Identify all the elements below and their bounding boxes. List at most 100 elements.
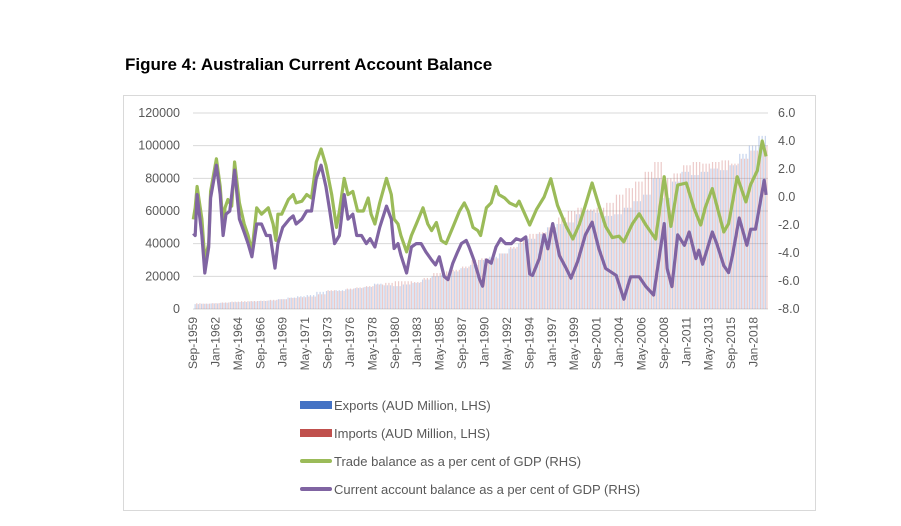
bar-imports	[647, 171, 650, 309]
bar-exports	[572, 222, 574, 309]
legend-label-imports: Imports (AUD Million, LHS)	[334, 425, 491, 441]
bar-exports	[242, 301, 244, 309]
bar-imports	[221, 302, 223, 309]
bar-imports	[308, 296, 310, 309]
bar-imports	[404, 281, 406, 309]
bar-imports	[349, 288, 352, 309]
bar-exports	[566, 222, 568, 309]
bar-imports	[718, 162, 720, 309]
left-axis-tick-label: 0	[173, 302, 180, 316]
bar-imports	[593, 209, 595, 309]
bar-exports	[393, 286, 395, 309]
bar-imports	[478, 260, 480, 309]
bar-imports	[519, 240, 521, 309]
bar-imports	[558, 217, 560, 309]
bar-imports	[266, 300, 268, 309]
bar-exports	[726, 170, 728, 309]
right-axis-tick-label: -2.0	[778, 218, 800, 232]
bar-exports	[546, 227, 549, 309]
bar-imports	[442, 271, 445, 309]
bar-imports	[372, 286, 374, 309]
bar-exports	[508, 248, 510, 309]
bar-imports	[644, 171, 646, 309]
left-axis-tick-label: 40000	[145, 237, 180, 251]
bar-imports	[391, 282, 393, 309]
bar-imports	[247, 301, 249, 309]
bar-imports	[545, 232, 547, 309]
bar-imports	[446, 271, 448, 309]
bar-imports	[625, 188, 627, 309]
bar-imports	[526, 240, 528, 309]
bar-exports	[316, 291, 318, 309]
x-axis-tick-label: Jan-1983	[410, 317, 424, 367]
bar-exports	[505, 253, 507, 309]
x-axis-tick-label: Jan-1976	[343, 317, 357, 367]
bar-exports	[732, 165, 734, 309]
bar-imports	[638, 181, 640, 309]
bar-exports	[678, 181, 680, 309]
bar-imports	[205, 303, 207, 309]
bar-exports	[697, 175, 699, 309]
bar-imports	[574, 211, 576, 309]
bar-imports	[410, 281, 412, 309]
bar-imports	[369, 286, 371, 309]
bar-exports	[268, 300, 270, 309]
bar-exports	[245, 301, 247, 309]
x-axis-tick-label: Sep-1959	[186, 317, 200, 369]
x-axis-tick-label: Sep-1980	[388, 317, 402, 369]
bar-exports	[386, 285, 388, 309]
bar-imports	[715, 162, 717, 309]
legend-label-trade-balance: Trade balance as a per cent of GDP (RHS)	[334, 453, 582, 469]
bar-imports	[231, 301, 233, 309]
bar-imports	[224, 302, 227, 309]
bar-imports	[702, 163, 704, 309]
bar-exports	[284, 299, 286, 309]
bar-exports	[751, 145, 754, 309]
bar-imports	[301, 297, 304, 309]
bar-imports	[423, 277, 425, 309]
bar-imports	[548, 227, 550, 309]
bar-imports	[340, 291, 342, 309]
bar-imports	[766, 145, 768, 309]
x-axis-tick-label: Jan-1990	[477, 317, 491, 367]
bar-imports	[452, 269, 454, 309]
bar-exports	[595, 212, 597, 309]
bar-exports	[489, 256, 491, 309]
right-axis-tick-label: 4.0	[778, 134, 795, 148]
bar-imports	[436, 273, 438, 309]
bar-exports	[454, 271, 456, 309]
bar-exports	[687, 171, 690, 309]
bar-imports	[724, 160, 726, 309]
left-axis-tick-label: 120000	[138, 106, 180, 120]
bar-exports	[498, 253, 501, 309]
bar-exports	[437, 276, 440, 309]
bar-imports	[721, 160, 723, 309]
bar-exports	[389, 285, 392, 309]
bar-exports	[402, 284, 404, 309]
bar-exports	[607, 215, 609, 309]
bar-exports	[569, 222, 571, 309]
bar-imports	[586, 209, 589, 309]
line-trade-balance	[191, 139, 768, 262]
bar-imports	[273, 299, 275, 309]
bar-exports	[354, 288, 356, 309]
legend-item-current-account: Current account balance as a per cent of…	[300, 481, 640, 497]
bar-exports	[261, 300, 264, 309]
bar-exports	[313, 295, 315, 309]
bar-imports	[692, 162, 694, 309]
bar-imports	[279, 299, 281, 309]
x-axis-tick-label: Jan-2011	[679, 317, 693, 366]
bar-exports	[239, 301, 241, 309]
x-axis-tick-label: Sep-1973	[321, 317, 335, 369]
bar-imports	[487, 258, 489, 309]
bar-exports	[463, 268, 465, 309]
bar-exports	[495, 256, 497, 309]
bar-exports	[450, 271, 453, 309]
bar-exports	[236, 302, 238, 309]
bar-exports	[213, 303, 215, 309]
bar-exports	[380, 283, 382, 309]
bar-imports	[212, 303, 214, 309]
bar-exports	[457, 271, 459, 309]
left-axis-tick-label: 60000	[145, 204, 180, 218]
bar-exports	[297, 296, 299, 309]
